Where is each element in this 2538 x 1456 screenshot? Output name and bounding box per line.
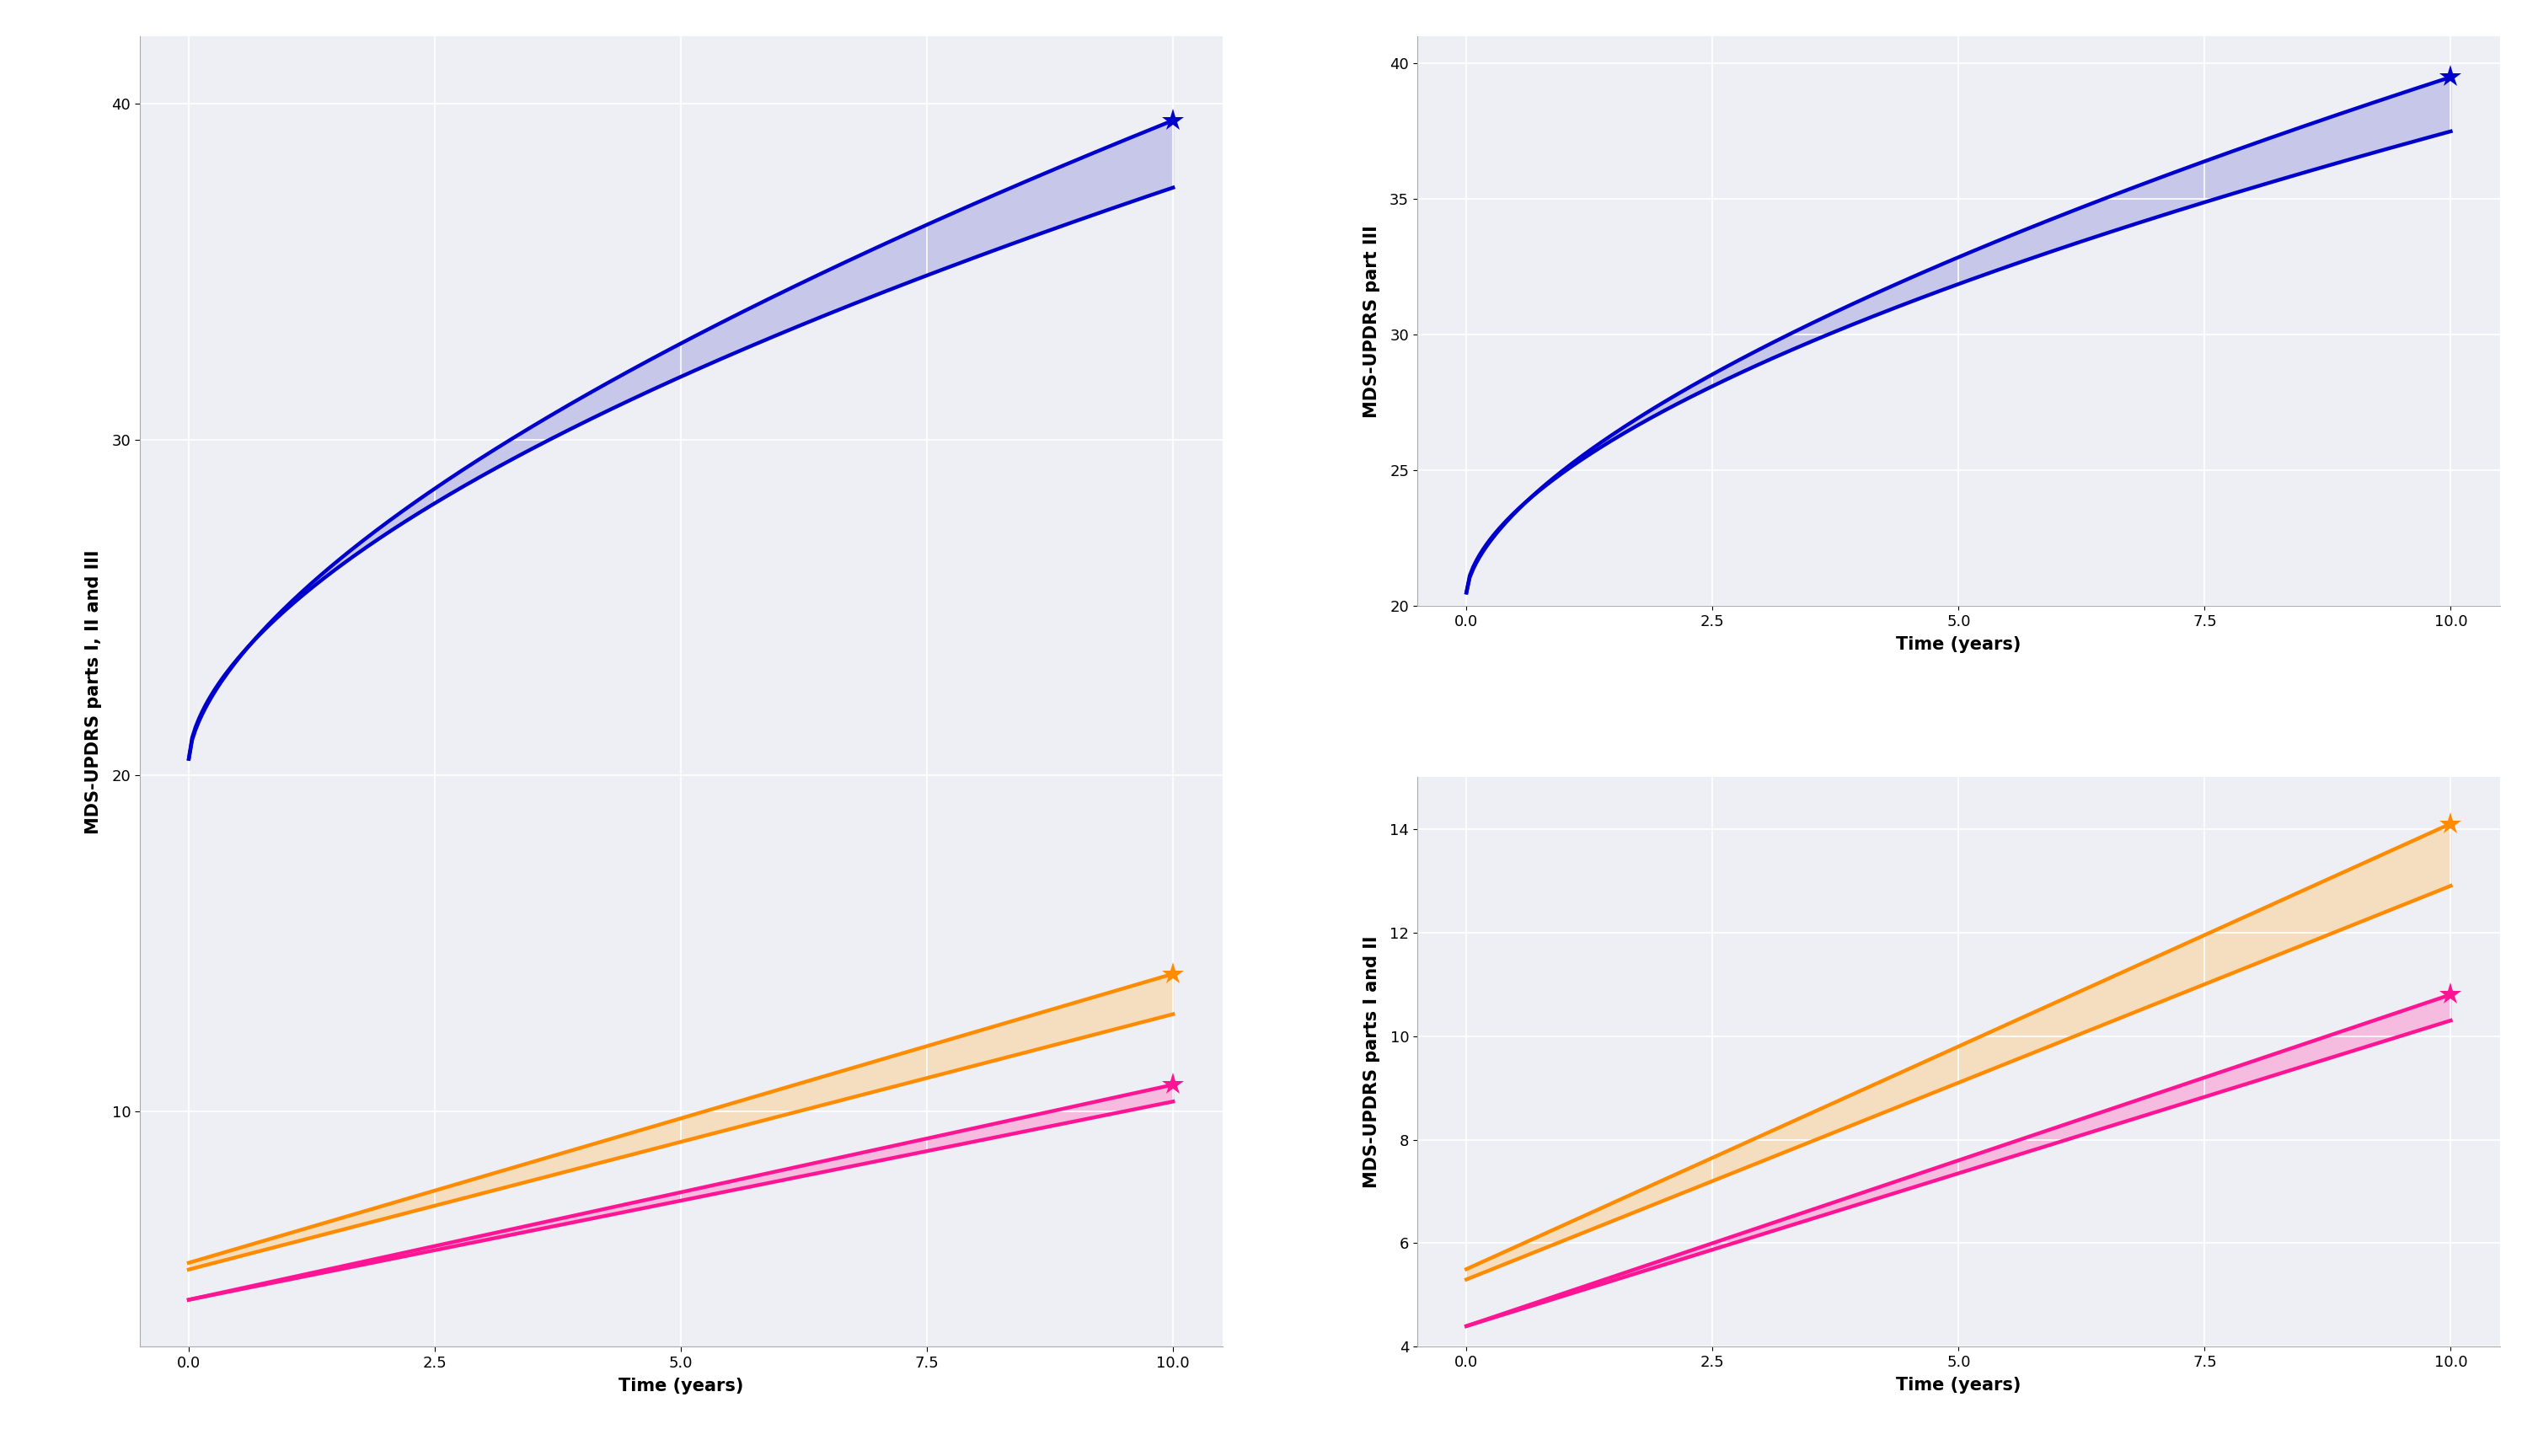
Y-axis label: MDS-UPDRS part III: MDS-UPDRS part III <box>1363 224 1381 418</box>
X-axis label: Time (years): Time (years) <box>619 1377 744 1395</box>
Y-axis label: MDS-UPDRS parts I and II: MDS-UPDRS parts I and II <box>1363 936 1381 1188</box>
Y-axis label: MDS-UPDRS parts I, II and III: MDS-UPDRS parts I, II and III <box>86 549 102 834</box>
X-axis label: Time (years): Time (years) <box>1896 636 2020 654</box>
X-axis label: Time (years): Time (years) <box>1896 1377 2020 1393</box>
